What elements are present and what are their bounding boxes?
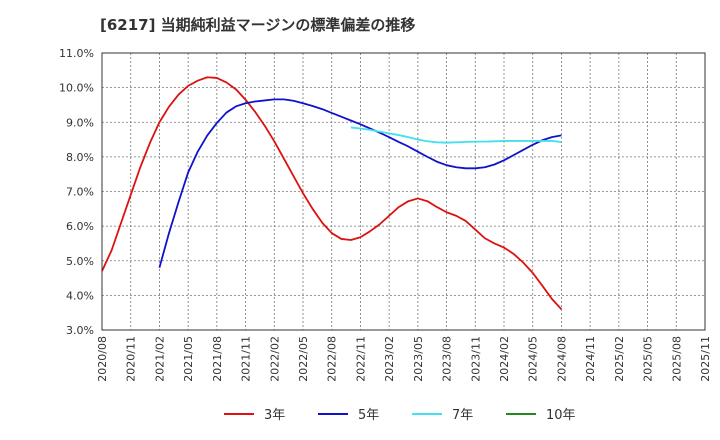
y-axis-ticks: 3.0% 4.0% 5.0% 6.0% 7.0% 8.0% 9.0% 10.0% 11.0% <box>59 47 94 337</box>
legend-label-4: 10年 <box>546 408 576 423</box>
x-tick-label: 2022/08 <box>326 336 339 382</box>
x-tick-label: 2024/02 <box>498 336 511 382</box>
x-tick-label: 2023/05 <box>412 336 425 382</box>
x-tick-label: 2020/08 <box>96 336 109 382</box>
x-tick-label: 2025/08 <box>670 336 683 382</box>
x-tick-label: 2025/02 <box>613 336 626 382</box>
y-tick-label: 8.0% <box>66 151 94 164</box>
series-layer <box>101 76 563 310</box>
y-tick-label: 10.0% <box>59 82 94 95</box>
y-tick-label: 9.0% <box>66 116 94 129</box>
x-tick-label: 2023/08 <box>441 336 454 382</box>
legend: 3年 5年 7年 10年 <box>224 408 576 423</box>
y-tick-label: 7.0% <box>66 186 94 199</box>
legend-label-2: 5年 <box>358 408 379 423</box>
x-tick-label: 2021/08 <box>211 336 224 382</box>
grid-layer <box>101 52 706 331</box>
x-tick-label: 2025/11 <box>699 336 712 382</box>
plot-frame <box>101 52 706 331</box>
x-tick-label: 2022/05 <box>297 336 310 382</box>
x-tick-label: 2024/11 <box>584 336 597 382</box>
x-tick-label: 2024/05 <box>527 336 540 382</box>
x-tick-label: 2021/11 <box>240 336 253 382</box>
x-tick-label: 2024/08 <box>555 336 568 382</box>
x-tick-label: 2025/05 <box>642 336 655 382</box>
y-tick-label: 6.0% <box>66 220 94 233</box>
x-tick-label: 2023/02 <box>383 336 396 382</box>
series-line-2 <box>158 98 562 268</box>
legend-label-3: 7年 <box>452 408 473 423</box>
series-line-1 <box>101 76 563 310</box>
y-tick-label: 5.0% <box>66 255 94 268</box>
x-tick-label: 2021/02 <box>153 336 166 382</box>
x-tick-label: 2020/11 <box>125 336 138 382</box>
x-tick-label: 2023/11 <box>469 336 482 382</box>
x-tick-label: 2022/02 <box>268 336 281 382</box>
chart-title: [6217] 当期純利益マージンの標準偏差の推移 <box>100 16 416 34</box>
y-tick-label: 4.0% <box>66 289 94 302</box>
x-tick-label: 2021/05 <box>182 336 195 382</box>
y-tick-label: 11.0% <box>59 47 94 60</box>
x-tick-label: 2022/11 <box>354 336 367 382</box>
series-line-3 <box>350 126 562 144</box>
legend-label-1: 3年 <box>264 408 285 423</box>
x-axis-ticks: 2020/08 2020/11 2021/02 2021/05 2021/08 2021/… <box>96 336 712 382</box>
y-tick-label: 3.0% <box>66 324 94 337</box>
